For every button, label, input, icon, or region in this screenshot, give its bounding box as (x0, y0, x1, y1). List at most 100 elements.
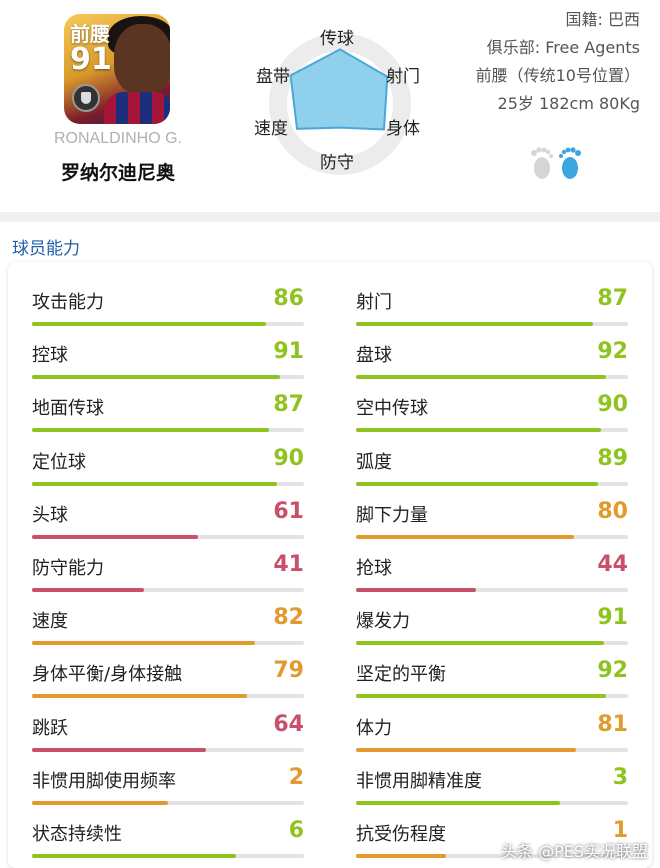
stat-bar-fill (32, 588, 144, 592)
stat-bar-fill (356, 800, 560, 805)
stat-bar-track (356, 588, 628, 592)
radar-polygon (289, 48, 389, 131)
stat-name: 盘球 (356, 345, 392, 367)
card-rating: 91 (70, 42, 112, 77)
club-badge-icon (72, 84, 100, 112)
stat-name: 爆发力 (356, 611, 410, 633)
nationality: 国籍: 巴西 (565, 10, 640, 29)
stat-row: 盘球 92 (356, 327, 628, 380)
stat-value: 3 (612, 764, 628, 790)
stat-bar-track (356, 747, 628, 752)
stat-bar-fill (356, 534, 574, 539)
stat-row: 状态持续性 6 (32, 806, 304, 859)
stat-name: 速度 (32, 611, 68, 633)
stat-row: 控球 91 (32, 327, 304, 380)
stat-value: 86 (273, 286, 304, 311)
stat-name: 空中传球 (356, 398, 428, 420)
radar-label-speed: 速度 (254, 119, 288, 139)
stat-bar-fill (32, 428, 269, 433)
stat-bar-track (32, 588, 304, 592)
stat-bar-fill (356, 641, 604, 646)
stat-row: 非惯用脚使用频率 2 (32, 753, 304, 806)
stat-value: 92 (597, 339, 628, 365)
stat-bar-fill (356, 588, 476, 592)
stat-bar-fill (32, 322, 266, 326)
stat-bar-track (32, 428, 304, 433)
stat-bar-track (356, 694, 628, 699)
stat-bar-fill (32, 481, 277, 486)
stat-bar-track (356, 375, 628, 380)
stat-bar-fill (356, 428, 601, 433)
stat-row: 头球 61 (32, 487, 304, 540)
stat-name: 抗受伤程度 (356, 824, 446, 845)
stat-value: 61 (273, 498, 304, 524)
stat-bar-track (32, 641, 304, 646)
stat-value: 2 (288, 764, 304, 790)
stat-value: 1 (612, 818, 628, 843)
stat-value: 64 (273, 711, 304, 737)
stat-bar-fill (32, 375, 280, 380)
left-foot-icon (531, 147, 553, 179)
stat-name: 弧度 (356, 451, 392, 473)
stat-bar-fill (32, 854, 236, 858)
stat-bar-fill (32, 641, 256, 646)
right-foot-icon (559, 147, 581, 179)
stat-value: 91 (597, 605, 628, 631)
stat-value: 90 (273, 445, 304, 471)
stat-bar-track (32, 534, 304, 539)
stat-name: 射门 (356, 292, 392, 313)
stat-bar-fill (32, 534, 198, 539)
stat-bar-fill (356, 694, 607, 699)
club: 俱乐部: Free Agents (486, 38, 640, 57)
stat-bar-track (32, 854, 304, 858)
player-card[interactable]: 前腰 91 (64, 14, 170, 124)
stat-row: 弧度 89 (356, 434, 628, 487)
stat-row: 身体平衡/身体接触 79 (32, 646, 304, 699)
player-name-cn: 罗纳尔迪尼奥 (60, 162, 175, 184)
stat-row: 空中传球 90 (356, 380, 628, 433)
stat-row: 爆发力 91 (356, 593, 628, 646)
stat-name: 攻击能力 (32, 292, 104, 313)
stat-bar-fill (356, 322, 593, 326)
player-name-en: RONALDINHO G. (53, 130, 182, 147)
stat-bar-fill (32, 694, 247, 699)
stat-bar-track (356, 481, 628, 486)
stat-bar-fill (32, 800, 168, 805)
stat-bar-track (32, 747, 304, 752)
stat-value: 41 (273, 552, 304, 577)
stat-value: 79 (273, 658, 304, 684)
section-title: 球员能力 (12, 239, 80, 259)
stat-value: 92 (597, 658, 628, 684)
stat-bar-track (32, 375, 304, 380)
stat-name: 跳跃 (32, 717, 68, 739)
stat-value: 6 (288, 818, 304, 843)
stat-bar-track (356, 800, 628, 805)
stat-value: 82 (273, 605, 304, 631)
stat-bar-track (32, 322, 304, 326)
stat-row: 抢球 44 (356, 540, 628, 593)
radar-chart (269, 33, 411, 175)
stat-bar-track (32, 694, 304, 699)
stat-name: 抢球 (356, 558, 392, 579)
stat-bar-track (356, 854, 628, 858)
stat-bar-track (32, 481, 304, 486)
stat-row: 定位球 90 (32, 434, 304, 487)
radar-label-passing: 传球 (320, 29, 354, 49)
stat-name: 身体平衡/身体接触 (32, 664, 183, 686)
stat-row: 地面传球 87 (32, 380, 304, 433)
stat-value: 90 (597, 392, 628, 418)
stat-row: 防守能力 41 (32, 540, 304, 593)
player-shirt (104, 92, 170, 124)
stat-bar-fill (356, 854, 446, 858)
stat-row: 抗受伤程度 1 (356, 806, 628, 859)
stat-name: 坚定的平衡 (356, 664, 446, 686)
stat-row: 射门 87 (356, 274, 628, 327)
section-divider (0, 212, 660, 222)
footedness-indicator (526, 142, 586, 182)
radar-label-defense: 防守 (320, 153, 354, 173)
stat-bar-fill (356, 375, 607, 380)
stats-panel: 攻击能力 86 控球 91 地面传球 87 定位球 90 头球 61 防守能力 41 速度 82 身体平衡/… (8, 262, 652, 868)
stat-bar-track (356, 641, 628, 646)
ability-radar: 传球 盘带 射门 速度 身体 防守 (240, 14, 450, 194)
position-detail: 前腰（传统10号位置） (475, 66, 640, 85)
